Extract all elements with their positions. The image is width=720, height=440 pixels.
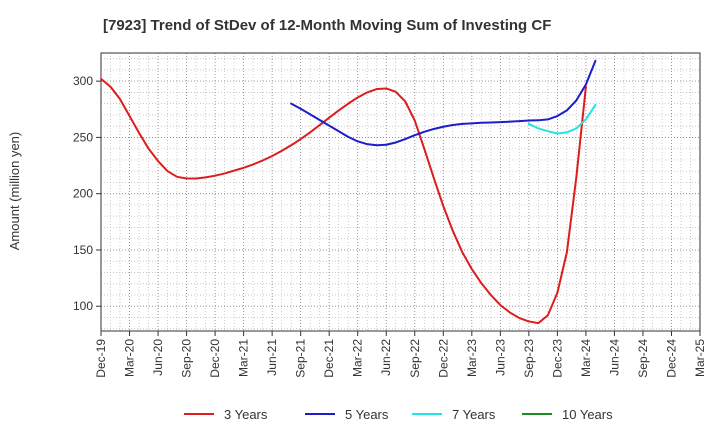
x-tick-label: Dec-24 (664, 339, 678, 378)
y-tick-label: 300 (73, 74, 93, 88)
legend-label: 7 Years (452, 407, 496, 422)
y-tick-label: 200 (73, 187, 93, 201)
legend-label: 10 Years (562, 407, 613, 422)
legend-label: 5 Years (345, 407, 389, 422)
x-tick-label: Dec-22 (436, 339, 450, 378)
y-tick-label: 100 (73, 299, 93, 313)
x-tick-label: Mar-22 (351, 339, 365, 377)
x-tick-label: Dec-23 (550, 339, 564, 378)
x-tick-label: Jun-24 (607, 339, 621, 376)
legend-label: 3 Years (224, 407, 268, 422)
x-tick-label: Mar-21 (237, 339, 251, 377)
series-line-7-years (527, 103, 597, 135)
x-tick-label: Dec-21 (322, 339, 336, 378)
plot-area: 100 150 200 250 300 Dec-19 Mar-20 Jun-20 Sep-20 D… (73, 52, 707, 378)
legend: 3 Years 5 Years 7 Years 10 Years (184, 407, 613, 422)
y-tick-label: 250 (73, 130, 93, 144)
x-tick-label: Sep-22 (408, 339, 422, 378)
x-tick-label: Sep-23 (522, 339, 536, 378)
y-axis-label: Amount (million yen) (7, 132, 22, 251)
x-tick-label: Dec-19 (94, 339, 108, 378)
x-tick-label: Sep-20 (180, 339, 194, 378)
x-tick-label: Mar-25 (693, 339, 707, 377)
x-tick-label: Jun-20 (151, 339, 165, 376)
x-tick-label: Jun-23 (493, 339, 507, 376)
plot-background (101, 53, 700, 331)
x-tick-label: Dec-20 (208, 339, 222, 378)
series-line-5-years (290, 59, 597, 147)
x-tick-label: Mar-20 (123, 339, 137, 377)
x-tick-label: Sep-24 (636, 339, 650, 378)
series-line-3-years (100, 77, 587, 325)
plot-border (100, 52, 701, 332)
x-tick-label: Jun-22 (379, 339, 393, 376)
y-tick-label: 150 (73, 243, 93, 257)
x-tick-label: Sep-21 (294, 339, 308, 378)
x-tick-label: Jun-21 (265, 339, 279, 376)
chart-title: [7923] Trend of StDev of 12-Month Moving… (103, 17, 551, 34)
x-tick-label: Mar-23 (465, 339, 479, 377)
x-tick-label: Mar-24 (579, 339, 593, 377)
